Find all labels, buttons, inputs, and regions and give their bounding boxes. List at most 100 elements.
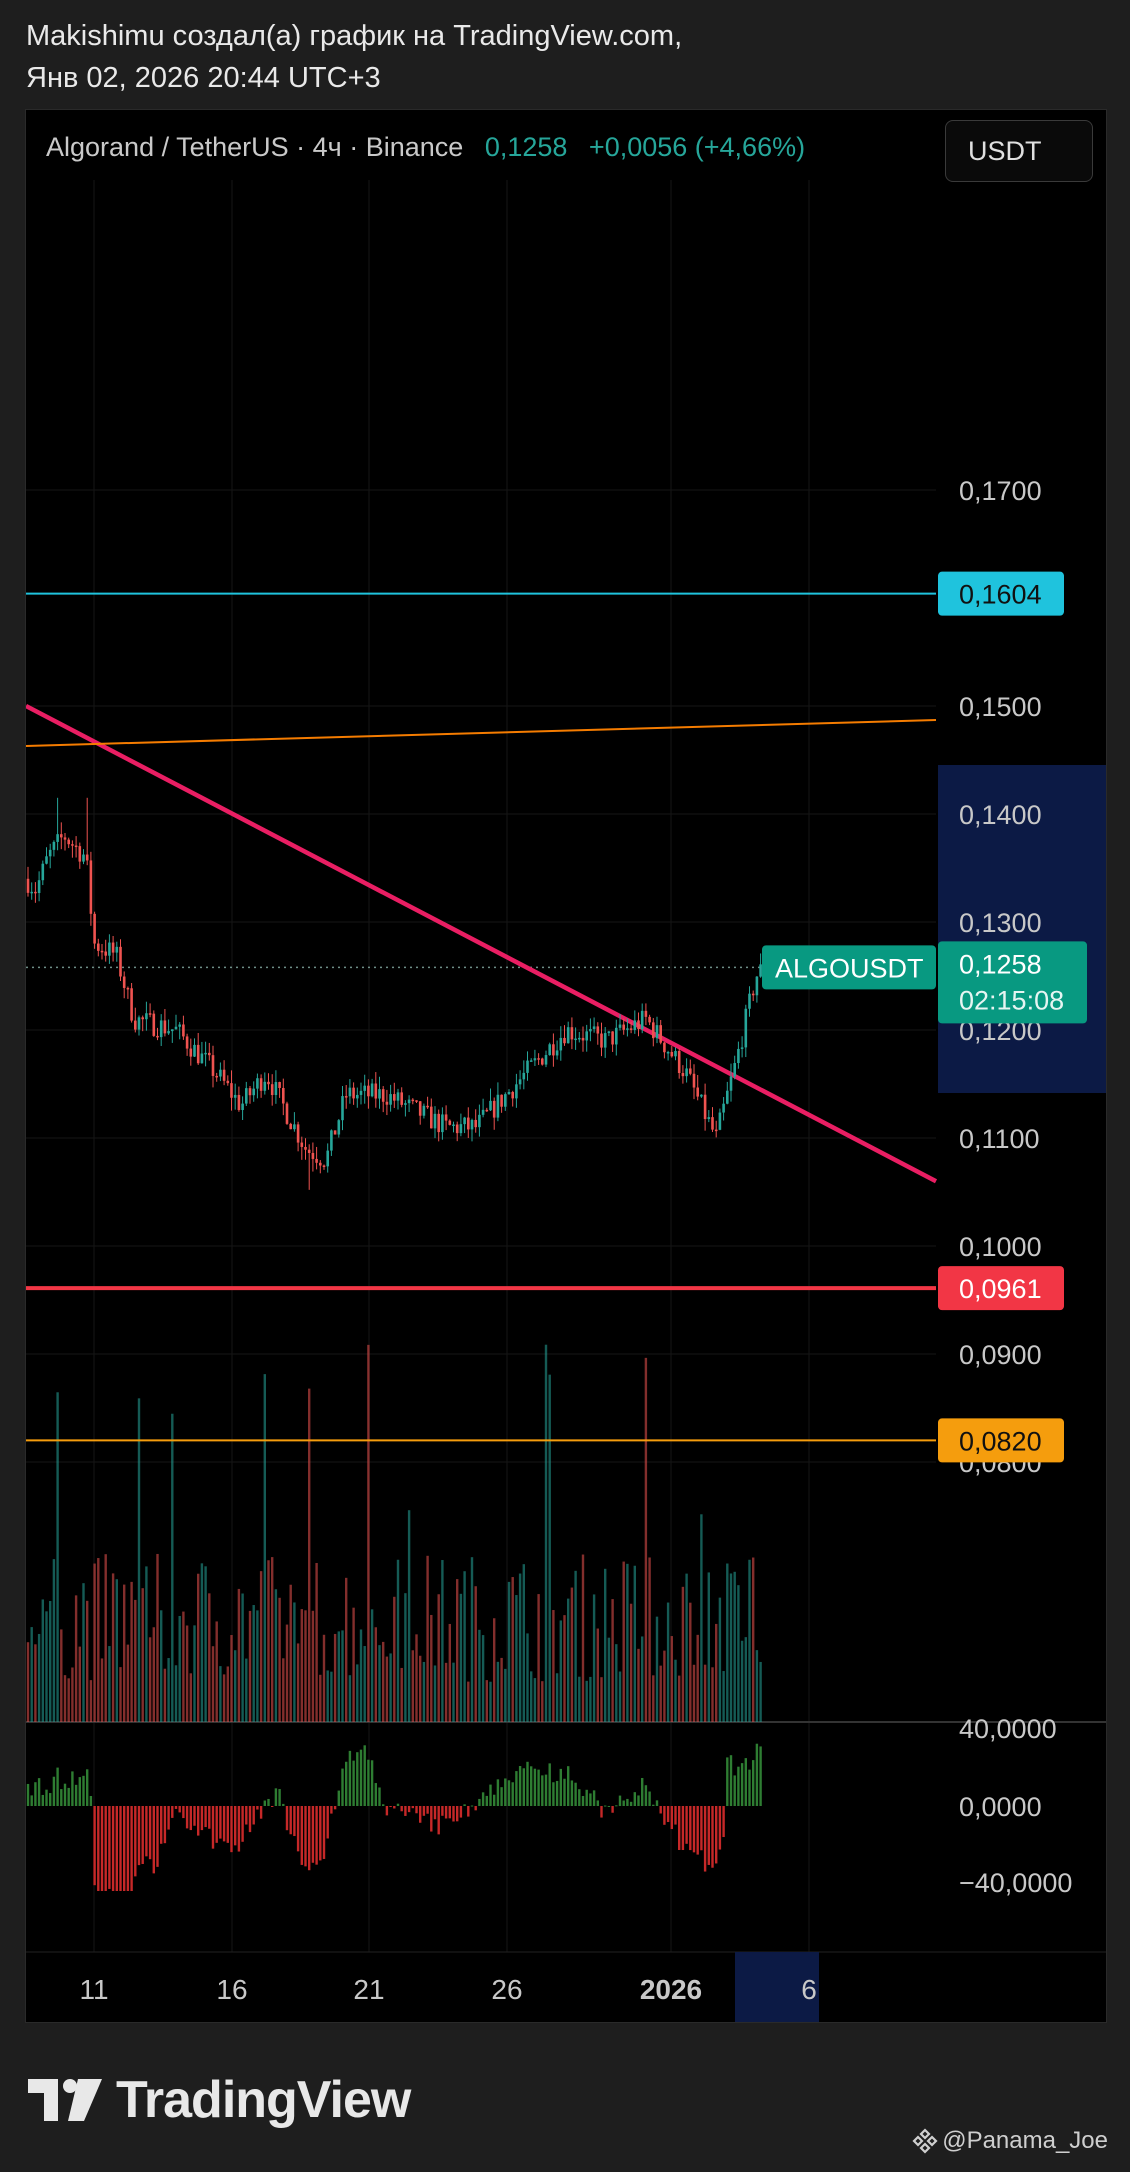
- volume-bar: [511, 1577, 514, 1722]
- oscillator-bar: [578, 1789, 581, 1806]
- oscillator-bar: [67, 1787, 70, 1806]
- oscillator-bar: [615, 1805, 618, 1807]
- candle-body: [282, 1088, 285, 1104]
- volume-bar: [663, 1650, 666, 1722]
- oscillator-bar: [548, 1763, 551, 1806]
- candle-body: [652, 1022, 655, 1039]
- oscillator-bar: [63, 1783, 67, 1806]
- time-tick-label: 11: [79, 1974, 108, 2005]
- candle-body: [337, 1120, 341, 1135]
- volume-bar: [326, 1670, 329, 1722]
- candle-body: [248, 1088, 252, 1096]
- price-chart[interactable]: 0,17000,15000,14000,13000,12000,11000,10…: [26, 110, 1106, 2022]
- candle-body: [130, 988, 133, 1021]
- oscillator-bar: [574, 1782, 577, 1806]
- volume-bar: [400, 1667, 403, 1722]
- descending-trendline: [26, 704, 938, 1184]
- oscillator-bar: [74, 1784, 78, 1806]
- volume-bar: [715, 1623, 718, 1722]
- legend-change: +0,0056 (+4,66%): [588, 132, 806, 162]
- oscillator-bar: [622, 1800, 625, 1806]
- volume-bar: [26, 1642, 30, 1722]
- oscillator-bar: [234, 1806, 237, 1846]
- volume-bar: [367, 1344, 370, 1722]
- volume-bar: [289, 1584, 292, 1722]
- candle-body: [363, 1085, 366, 1091]
- candle-body: [574, 1038, 577, 1041]
- candle-body: [259, 1078, 263, 1091]
- chart-panel[interactable]: 0,1700 0,1500 0,1400 0,1300 0,1200 0,1100 0,10…: [25, 109, 1107, 2023]
- oscillator-tick-label: 40,0000: [959, 1714, 1057, 1744]
- currency-button[interactable]: USDT: [945, 120, 1093, 182]
- volume-bar: [648, 1557, 651, 1722]
- volume-bar: [248, 1610, 252, 1722]
- oscillator-bar: [119, 1806, 122, 1891]
- candle-body: [455, 1124, 459, 1134]
- volume-bar: [197, 1573, 200, 1722]
- volume-bar: [452, 1662, 455, 1722]
- volume-bar: [456, 1579, 459, 1722]
- candle-body: [119, 946, 122, 977]
- volume-bar: [315, 1563, 318, 1722]
- volume-bar: [282, 1658, 285, 1722]
- oscillator-bar: [30, 1795, 33, 1806]
- candle-body: [145, 1013, 148, 1020]
- oscillator-bar: [278, 1789, 281, 1806]
- oscillator-bar: [759, 1746, 762, 1806]
- oscillator-bar: [263, 1800, 266, 1806]
- oscillator-bar: [518, 1766, 522, 1806]
- volume-bar: [655, 1616, 659, 1722]
- candle-body: [370, 1083, 374, 1097]
- oscillator-bar: [404, 1806, 407, 1816]
- volume-bar: [222, 1674, 226, 1722]
- volume-bar: [618, 1671, 622, 1722]
- candle-body: [585, 1031, 588, 1041]
- price-line-label-bg: [938, 571, 1064, 616]
- time-axis: 11 16 21 26 2026 6: [79, 1974, 816, 2005]
- candle-body: [703, 1094, 707, 1120]
- volume-bar: [722, 1671, 725, 1722]
- oscillator-bar: [41, 1794, 44, 1806]
- candle-body: [256, 1078, 259, 1089]
- oscillator-bar: [100, 1806, 104, 1891]
- volume-bar: [518, 1573, 522, 1722]
- time-tick-label: 6: [801, 1974, 817, 2005]
- volume-bar: [396, 1559, 400, 1722]
- volume-bar: [293, 1602, 296, 1722]
- legend-price: 0,1258: [484, 132, 568, 162]
- candle-body: [415, 1100, 418, 1102]
- oscillator-bar: [400, 1806, 403, 1812]
- candle-body: [389, 1094, 392, 1105]
- candle-body: [441, 1114, 444, 1133]
- volume-bar: [145, 1566, 148, 1722]
- volume-bar: [567, 1598, 570, 1722]
- oscillator-bar: [115, 1806, 118, 1891]
- volume-bar: [530, 1671, 533, 1722]
- oscillator-bar: [489, 1784, 492, 1806]
- oscillator-bar: [285, 1806, 289, 1831]
- oscillator-bar: [248, 1806, 252, 1833]
- oscillator-bar: [337, 1790, 340, 1806]
- candle-body: [97, 943, 100, 951]
- candle-body: [411, 1099, 415, 1102]
- candle-body: [400, 1092, 403, 1105]
- volume-bar: [82, 1583, 85, 1722]
- symbol-tag-bg: [762, 945, 936, 990]
- candle-body: [152, 1013, 156, 1036]
- volume-bar: [759, 1661, 762, 1722]
- candle-body: [381, 1089, 385, 1102]
- oscillator-bar: [703, 1806, 707, 1872]
- candle-body: [648, 1016, 651, 1023]
- candle-body: [541, 1058, 544, 1065]
- tradingview-logo[interactable]: TradingView: [28, 2070, 411, 2130]
- oscillator-bar: [652, 1804, 655, 1806]
- trendlines: [26, 704, 938, 1184]
- volume-bar: [496, 1661, 500, 1722]
- volume-bar: [104, 1554, 107, 1722]
- volume-bar: [319, 1674, 322, 1722]
- candle-body: [740, 1047, 744, 1049]
- volume-bar: [308, 1388, 311, 1722]
- oscillator-bar: [674, 1806, 677, 1825]
- last-price-value: 0,1258: [959, 949, 1042, 979]
- oscillator-bar: [659, 1806, 662, 1814]
